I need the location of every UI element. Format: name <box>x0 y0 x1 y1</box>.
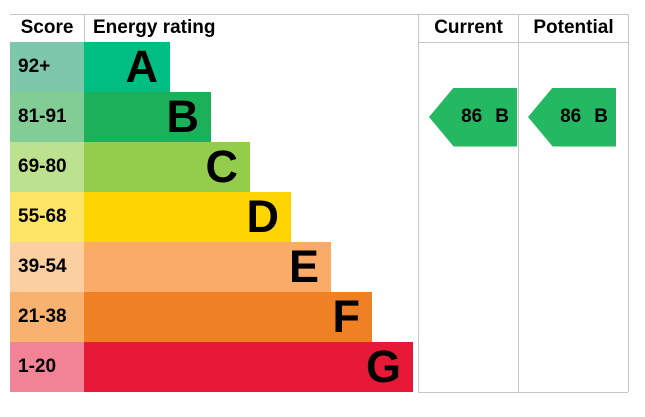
rating-band-letter: A <box>125 41 159 92</box>
rating-band-bar: G <box>84 342 413 392</box>
energy-rating-column-header: Energy rating <box>93 17 216 38</box>
score-range-label: 81-91 <box>10 92 84 142</box>
rating-band-letter: C <box>205 141 239 192</box>
score-column-header: Score <box>20 17 74 38</box>
rating-band-bar: E <box>84 242 331 292</box>
rating-band-bar: D <box>84 192 291 242</box>
rating-current-divider <box>418 14 419 392</box>
current-rating-arrow: 86 B <box>429 87 517 147</box>
rating-band-bar: F <box>84 292 372 342</box>
rating-band-letter: B <box>166 91 200 142</box>
rating-band-letter: G <box>365 341 401 392</box>
score-range-label: 21-38 <box>10 292 84 342</box>
rating-band-bar: C <box>84 142 250 192</box>
current-potential-divider <box>518 14 519 392</box>
table-top-border <box>10 14 628 15</box>
score-range-label: 39-54 <box>10 242 84 292</box>
rating-band-bar: B <box>84 92 211 142</box>
score-range-label: 1-20 <box>10 342 84 392</box>
header-bottom-border <box>418 42 628 43</box>
potential-column-header: Potential <box>533 17 614 38</box>
current-column-header: Current <box>434 17 503 38</box>
table-bottom-border <box>418 392 628 393</box>
rating-band-letter: D <box>246 191 280 242</box>
score-range-label: 69-80 <box>10 142 84 192</box>
table-right-border <box>628 14 629 392</box>
current-rating-score: 86 <box>461 106 483 127</box>
score-range-label: 92+ <box>10 42 84 92</box>
rating-band-bar: A <box>84 42 170 92</box>
score-range-label: 55-68 <box>10 192 84 242</box>
rating-band-letter: F <box>332 291 361 342</box>
potential-rating-arrow: 86 B <box>528 87 616 147</box>
potential-rating-band-letter: B <box>594 106 608 127</box>
potential-rating-score: 86 <box>560 106 582 127</box>
current-rating-band-letter: B <box>495 106 509 127</box>
rating-band-letter: E <box>288 241 319 292</box>
score-rating-divider <box>84 14 85 42</box>
